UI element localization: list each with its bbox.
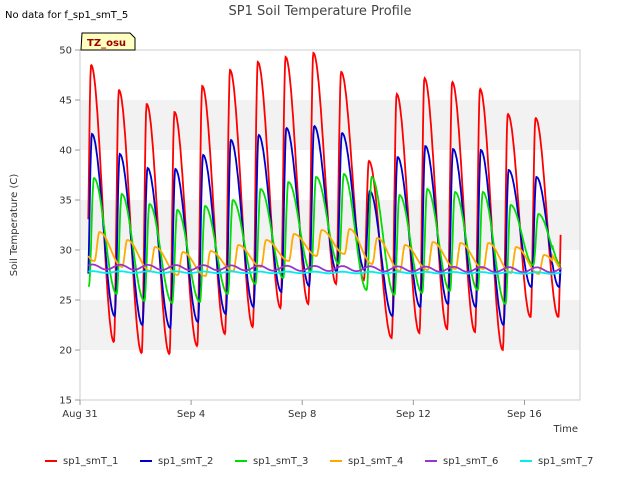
x-tick-label: Aug 31 (62, 409, 97, 420)
series-line-sp1_smT_1 (87, 51, 562, 356)
legend: sp1_smT_1 sp1_smT_2 sp1_smT_3 sp1_smT_4 sp1_… (45, 456, 593, 467)
series-line-sp1_smT_7 (88, 270, 561, 275)
axis-ticks: 15 20 25 30 35 40 45 50 Aug 31 Sep 4 Sep 8 Sep 12 Se… (59, 46, 542, 421)
timezone-badge: TZ_osu (80, 32, 136, 51)
y-tick-label: 45 (59, 96, 72, 107)
chart-title: SP1 Soil Temperature Profile (229, 4, 412, 19)
y-tick-label: 35 (59, 196, 72, 207)
legend-label-sp1_smT_3: sp1_smT_3 (253, 456, 308, 467)
x-tick-label: Sep 12 (396, 409, 431, 420)
y-tick-label: 50 (59, 46, 72, 57)
plot-area (79, 49, 581, 401)
series-lines (87, 51, 562, 356)
plot-band (80, 350, 580, 400)
plot-band (80, 150, 580, 200)
legend-label-sp1_smT_4: sp1_smT_4 (348, 456, 403, 467)
legend-label-sp1_smT_1: sp1_smT_1 (63, 456, 118, 467)
series-line-sp1_smT_6 (88, 263, 562, 274)
y-tick-label: 40 (59, 146, 72, 157)
y-tick-label: 30 (59, 246, 72, 257)
y-tick-label: 20 (59, 346, 72, 357)
y-axis-title: Soil Temperature (C) (9, 174, 20, 277)
x-tick-label: Sep 16 (507, 409, 542, 420)
series-line-sp1_smT_3 (88, 172, 561, 306)
series-line-sp1_smT_4 (87, 228, 562, 277)
x-tick-label: Sep 4 (177, 409, 205, 420)
timezone-label: TZ_osu (87, 38, 126, 49)
timezone-badge-shape (80, 32, 136, 51)
legend-label-sp1_smT_6: sp1_smT_6 (443, 456, 498, 467)
y-tick-label: 15 (59, 396, 72, 407)
series-line-sp1_smT_2 (87, 124, 562, 330)
x-tick-label: Sep 8 (288, 409, 316, 420)
plot-band (80, 50, 580, 100)
legend-label-sp1_smT_7: sp1_smT_7 (538, 456, 593, 467)
x-axis-title: Time (553, 424, 578, 435)
legend-label-sp1_smT_2: sp1_smT_2 (158, 456, 213, 467)
y-tick-label: 25 (59, 296, 72, 307)
no-data-note: No data for f_sp1_smT_5 (5, 10, 128, 21)
plot-band (80, 100, 580, 150)
